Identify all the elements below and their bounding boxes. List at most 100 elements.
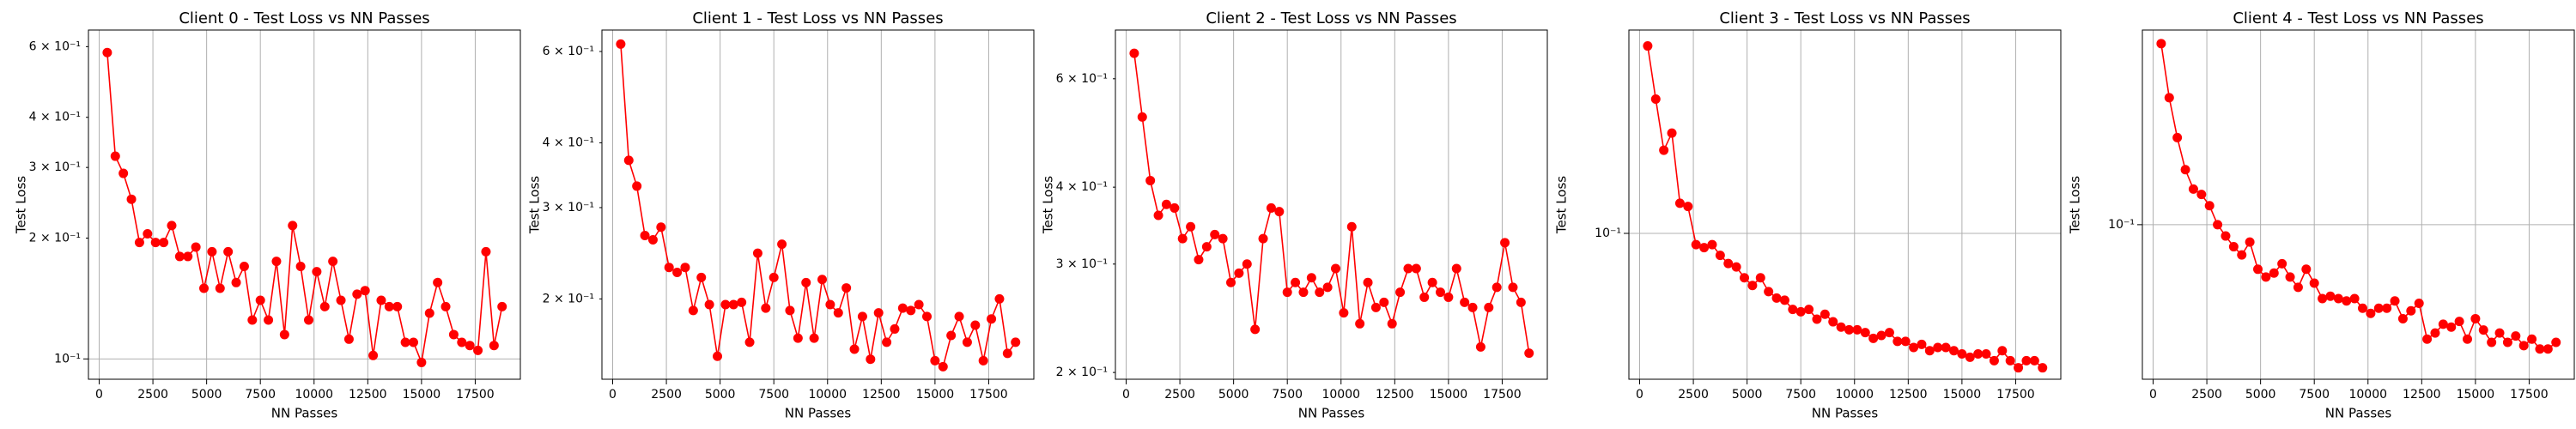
- x-tick-label: 7500: [1272, 388, 1303, 402]
- data-point: [2188, 184, 2198, 194]
- data-point: [849, 344, 860, 354]
- y-tick-label: 4 × 10⁻¹: [1056, 180, 1108, 194]
- data-point: [2446, 322, 2457, 332]
- chart-title: Client 4 - Test Loss vs NN Passes: [2233, 9, 2483, 27]
- data-point: [489, 341, 499, 351]
- data-point: [873, 308, 884, 318]
- data-point: [2463, 334, 2473, 344]
- data-point: [2156, 39, 2166, 49]
- data-point: [2494, 328, 2505, 338]
- data-point: [777, 239, 787, 250]
- data-point: [752, 248, 762, 258]
- loss-line: [2160, 43, 2557, 350]
- x-tick-label: 7500: [245, 388, 276, 402]
- x-tick-label: 12500: [1376, 388, 1414, 402]
- data-point: [930, 355, 940, 366]
- data-point: [1258, 233, 1268, 244]
- data-point: [2333, 293, 2343, 304]
- data-point: [433, 277, 443, 287]
- y-axis-label: Test Loss: [1554, 176, 1570, 234]
- data-point: [319, 301, 330, 311]
- x-axis-label: NN Passes: [2325, 406, 2392, 421]
- data-point: [809, 333, 819, 343]
- data-point: [288, 221, 298, 231]
- data-point: [2382, 303, 2392, 313]
- data-point: [922, 311, 933, 322]
- data-point: [857, 311, 867, 322]
- data-point: [328, 257, 338, 267]
- y-tick-label: 6 × 10⁻¹: [543, 45, 594, 58]
- data-point: [102, 47, 112, 57]
- data-point: [1844, 324, 1855, 335]
- data-point: [2253, 264, 2263, 275]
- data-point: [1226, 277, 1236, 287]
- data-point: [713, 351, 723, 361]
- data-point: [1973, 349, 1984, 360]
- data-point: [1771, 293, 1782, 303]
- y-tick-label: 3 × 10⁻¹: [29, 160, 81, 174]
- x-tick-label: 17500: [969, 388, 1008, 402]
- x-axis-label: NN Passes: [1298, 406, 1365, 421]
- data-point: [2005, 355, 2015, 366]
- axes-frame: [1628, 29, 2062, 380]
- data-point: [1315, 287, 1325, 298]
- data-point: [2261, 272, 2271, 282]
- data-point: [817, 275, 828, 285]
- data-point: [825, 299, 835, 310]
- data-point: [1460, 297, 1470, 307]
- data-point: [1723, 258, 1734, 269]
- data-point: [1194, 255, 1204, 265]
- data-point: [2325, 291, 2336, 301]
- data-point: [2309, 278, 2319, 288]
- data-point: [1674, 198, 1685, 208]
- data-point: [2277, 258, 2287, 269]
- x-tick-label: 10000: [1321, 388, 1360, 402]
- data-point: [1411, 263, 1421, 274]
- data-point: [2180, 165, 2190, 175]
- y-axis-label: Test Loss: [14, 176, 29, 234]
- data-point: [2422, 334, 2433, 344]
- data-point: [2029, 355, 2039, 366]
- data-point: [1643, 41, 1653, 51]
- data-point: [247, 315, 258, 325]
- data-point: [1731, 262, 1741, 272]
- data-point: [1981, 349, 1991, 360]
- data-point: [1427, 277, 1437, 287]
- data-point: [1274, 207, 1285, 217]
- data-point: [640, 231, 650, 241]
- data-point: [1779, 295, 1789, 305]
- data-point: [2014, 363, 2024, 373]
- data-point: [696, 272, 707, 282]
- data-point: [1957, 349, 1967, 360]
- data-point: [1266, 202, 1276, 213]
- data-point: [2470, 313, 2481, 323]
- data-point: [906, 305, 916, 316]
- data-point: [1812, 314, 1822, 324]
- loss-line: [106, 52, 503, 366]
- data-point: [737, 297, 747, 307]
- data-point: [632, 181, 642, 191]
- data-point: [271, 257, 282, 267]
- data-point: [1804, 305, 1814, 315]
- x-tick-label: 5000: [1218, 388, 1249, 402]
- data-point: [1747, 281, 1758, 291]
- data-point: [239, 262, 249, 272]
- x-tick-label: 7500: [758, 388, 789, 402]
- x-tick-label: 12500: [1889, 388, 1928, 402]
- y-tick-label: 10⁻¹: [2108, 218, 2135, 232]
- x-tick-label: 15000: [403, 388, 441, 402]
- data-point: [1346, 221, 1357, 232]
- data-point: [2342, 296, 2352, 306]
- data-point: [1002, 348, 1012, 359]
- x-tick-label: 5000: [1732, 388, 1763, 402]
- data-point: [343, 334, 354, 344]
- data-point: [890, 323, 900, 334]
- chart-title: Client 1 - Test Loss vs NN Passes: [692, 9, 943, 27]
- data-point: [1868, 333, 1879, 343]
- data-point: [1370, 302, 1381, 312]
- y-tick-label: 3 × 10⁻¹: [1056, 257, 1108, 271]
- data-point: [2478, 325, 2488, 335]
- data-point: [1234, 268, 1244, 278]
- x-tick-label: 2500: [137, 388, 168, 402]
